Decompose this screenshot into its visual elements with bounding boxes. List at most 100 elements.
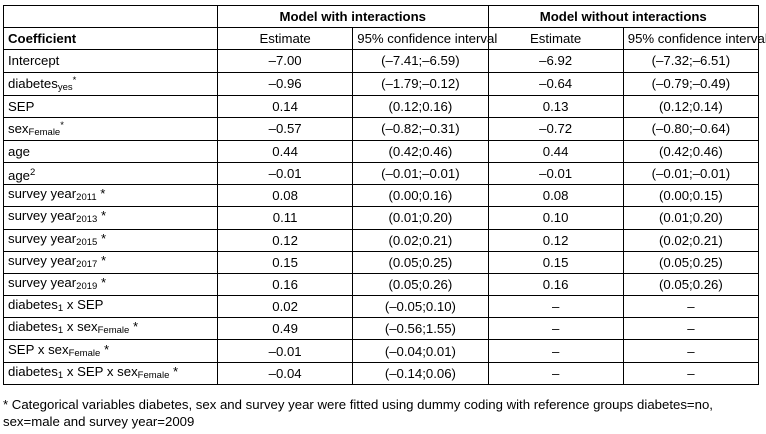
ci-without-cell: (0.00;0.15): [622, 184, 760, 208]
table-row: SEP 0.14 (0.12;0.16) 0.13 (0.12;0.14): [3, 94, 760, 118]
coefficient-main-text: survey year: [8, 208, 77, 224]
header-model-without-interactions: Model without interactions: [487, 4, 759, 29]
table-row: diabetes1 x sexFemale * 0.49 (–0.56;1.55) –…: [3, 317, 760, 341]
estimate-with-cell: –0.01: [216, 161, 354, 186]
estimate-without-cell: –0.72: [487, 116, 624, 141]
table-row: survey year2019 * 0.16 (0.05;0.26) 0.16 (0.0…: [3, 272, 760, 297]
ci-without-cell: (–0.01;–0.01): [622, 161, 760, 186]
ci-with-cell: (0.00;0.16): [352, 184, 489, 208]
coefficient-name: diabetes1 x sexFemale *: [3, 317, 218, 341]
coefficient-name: diabetes1 x SEP x sexFemale *: [3, 361, 218, 385]
ci-with-cell: (0.02;0.21): [352, 228, 489, 252]
estimate-without-cell: 0.10: [487, 206, 624, 230]
estimate-with-cell: –7.00: [216, 49, 354, 73]
header-blank-cell: [3, 4, 218, 29]
ci-with-cell: (0.05;0.25): [352, 250, 489, 274]
coefficient-name: survey year2017 *: [3, 250, 218, 274]
ci-without-cell: –: [622, 339, 760, 363]
table-row: diabetes1 x SEP 0.02 (–0.05;0.10) – –: [3, 295, 760, 319]
estimate-without-cell: –: [487, 339, 624, 363]
table-body: Intercept –7.00 (–7.41;–6.59) –6.92 (–7.32;–…: [3, 49, 760, 385]
coefficient-superscript: *: [72, 74, 77, 86]
coefficient-main-text: survey year: [8, 230, 77, 246]
table-row: survey year2011 * 0.08 (0.00;0.16) 0.08 (0.0…: [3, 184, 760, 208]
ci-with-cell: (0.05;0.26): [352, 272, 489, 297]
ci-with-cell: (0.42;0.46): [352, 139, 489, 163]
ci-without-cell: (0.02;0.21): [622, 228, 760, 252]
table-row: age2 –0.01 (–0.01;–0.01) –0.01 (–0.01;–0.01): [3, 161, 760, 186]
table-row: Intercept –7.00 (–7.41;–6.59) –6.92 (–7.32;–…: [3, 49, 760, 73]
coefficient-name: age2: [3, 161, 218, 186]
coefficient-superscript: 2: [30, 166, 36, 178]
ci-without-cell: (–0.80;–0.64): [622, 116, 760, 141]
ci-with-cell: (–0.05;0.10): [352, 295, 489, 319]
coefficient-name: survey year2013 *: [3, 206, 218, 230]
header-model-with-interactions: Model with interactions: [217, 4, 489, 29]
ci-without-cell: –: [622, 317, 760, 341]
header-column-row: Coefficient Estimate 95% confidence inte…: [3, 27, 766, 51]
ci-with-cell: (–7.41;–6.59): [352, 49, 489, 73]
coefficient-name: survey year2015 *: [3, 228, 218, 252]
ci-with-cell: (–0.04;0.01): [352, 339, 489, 363]
estimate-with-cell: –0.01: [216, 339, 354, 363]
coefficient-superscript: *: [60, 119, 64, 131]
coefficient-tail-text: *: [100, 341, 110, 357]
estimate-with-cell: 0.11: [216, 206, 354, 230]
coefficient-tail-text: *: [97, 208, 107, 224]
coefficient-name: Intercept: [3, 49, 218, 73]
estimate-without-cell: –: [487, 317, 624, 341]
coefficient-tail-text: *: [97, 252, 107, 268]
header-ci-without: 95% confidence interval: [622, 27, 766, 51]
header-coefficient: Coefficient: [3, 27, 218, 51]
estimate-without-cell: 0.12: [487, 228, 624, 252]
ci-with-cell: (–0.01;–0.01): [352, 161, 489, 186]
estimate-without-cell: 0.16: [487, 272, 624, 297]
ci-with-cell: (–0.82;–0.31): [352, 116, 489, 141]
coefficient-main-text: Intercept: [8, 53, 60, 69]
ci-without-cell: (0.01;0.20): [622, 206, 760, 230]
coefficient-subscript: 2013: [76, 214, 98, 226]
header-estimate-without: Estimate: [487, 27, 624, 51]
coefficient-name: survey year2011 *: [3, 184, 218, 208]
estimate-without-cell: –: [487, 361, 624, 385]
coefficient-tail-text: x sex: [63, 319, 98, 335]
estimate-without-cell: –0.01: [487, 161, 624, 186]
coefficient-subscript: 2019: [76, 280, 98, 292]
estimate-with-cell: 0.44: [216, 139, 354, 163]
coefficient-subscript: 2015: [76, 236, 98, 248]
ci-with-cell: (–0.14;0.06): [352, 361, 489, 385]
coefficient-subscript-2: Female: [97, 325, 130, 337]
coefficient-tail-text: *: [97, 274, 107, 290]
coefficient-main-text: survey year: [8, 274, 77, 290]
coefficient-tail-text-2: *: [129, 319, 139, 335]
estimate-without-cell: 0.15: [487, 250, 624, 274]
coefficient-main-text: age: [8, 167, 31, 183]
coefficient-name: SEP x sexFemale *: [3, 339, 218, 363]
estimate-with-cell: 0.02: [216, 295, 354, 319]
table-row: diabetesyes* –0.96 (–1.79;–0.12) –0.64 (–0.7…: [3, 71, 760, 96]
estimate-with-cell: 0.08: [216, 184, 354, 208]
coefficient-name: SEP: [3, 94, 218, 118]
coefficient-main-text: diabetes: [8, 363, 58, 379]
estimate-with-cell: 0.16: [216, 272, 354, 297]
ci-without-cell: (0.12;0.14): [622, 94, 760, 118]
estimate-with-cell: 0.49: [216, 317, 354, 341]
coefficient-name: diabetesyes*: [3, 71, 218, 96]
ci-with-cell: (0.12;0.16): [352, 94, 489, 118]
coefficient-main-text: sex: [8, 120, 29, 136]
coefficient-main-text: diabetes: [8, 319, 58, 335]
table-footnote: * Categorical variables diabetes, sex an…: [3, 397, 713, 429]
coefficient-subscript: 1: [57, 325, 64, 337]
table-row: survey year2015 * 0.12 (0.02;0.21) 0.12 (0.0…: [3, 228, 760, 252]
coefficient-subscript: yes: [57, 81, 73, 93]
coefficient-table-container: Model with interactions Model without in…: [3, 4, 766, 385]
estimate-without-cell: –6.92: [487, 49, 624, 73]
coefficient-subscript: 2017: [76, 258, 98, 270]
coefficient-main-text: survey year: [8, 252, 77, 268]
ci-with-cell: (–0.56;1.55): [352, 317, 489, 341]
table-row: age 0.44 (0.42;0.46) 0.44 (0.42;0.46): [3, 139, 760, 163]
estimate-without-cell: 0.13: [487, 94, 624, 118]
table-row: survey year2013 * 0.11 (0.01;0.20) 0.10 (0.0…: [3, 206, 760, 230]
header-estimate-with: Estimate: [216, 27, 354, 51]
estimate-with-cell: 0.12: [216, 228, 354, 252]
